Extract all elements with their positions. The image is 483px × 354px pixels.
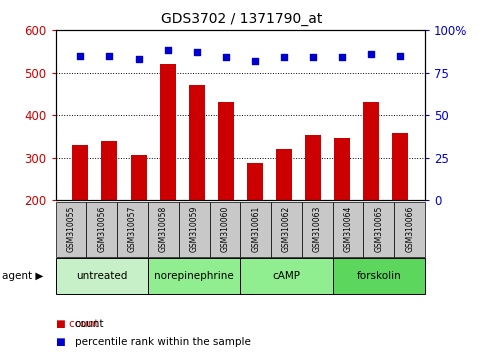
Text: cAMP: cAMP xyxy=(272,271,300,281)
Point xyxy=(309,55,317,60)
Text: GSM310062: GSM310062 xyxy=(282,206,291,252)
Text: GSM310063: GSM310063 xyxy=(313,206,322,252)
Bar xyxy=(276,149,292,285)
Point xyxy=(251,58,259,63)
Text: GSM310056: GSM310056 xyxy=(97,206,106,252)
Point xyxy=(135,56,142,62)
Text: agent ▶: agent ▶ xyxy=(2,271,44,281)
Bar xyxy=(218,102,234,285)
Bar xyxy=(247,162,263,285)
Point xyxy=(367,51,375,57)
Bar xyxy=(130,155,146,285)
Point xyxy=(193,49,200,55)
Bar xyxy=(210,202,240,257)
Point xyxy=(222,55,229,60)
Bar xyxy=(101,141,117,285)
Text: GSM310066: GSM310066 xyxy=(405,206,414,252)
Bar xyxy=(394,202,425,257)
Bar xyxy=(148,258,241,294)
Bar xyxy=(271,202,302,257)
Text: GSM310064: GSM310064 xyxy=(343,206,353,252)
Bar xyxy=(159,64,176,285)
Text: count: count xyxy=(75,319,104,329)
Bar xyxy=(333,202,364,257)
Bar xyxy=(179,202,210,257)
Point xyxy=(106,53,114,58)
Text: GSM310061: GSM310061 xyxy=(251,206,260,252)
Point xyxy=(280,55,288,60)
Bar xyxy=(333,258,425,294)
Text: percentile rank within the sample: percentile rank within the sample xyxy=(75,337,251,347)
Bar xyxy=(56,202,86,257)
Text: GSM310057: GSM310057 xyxy=(128,206,137,252)
Point xyxy=(397,53,404,58)
Text: GSM310059: GSM310059 xyxy=(190,206,199,252)
Bar xyxy=(117,202,148,257)
Text: GDS3702 / 1371790_at: GDS3702 / 1371790_at xyxy=(161,12,322,27)
Bar xyxy=(86,202,117,257)
Bar xyxy=(72,145,88,285)
Text: GSM310060: GSM310060 xyxy=(220,206,229,252)
Text: GSM310055: GSM310055 xyxy=(67,206,75,252)
Bar xyxy=(240,202,271,257)
Point xyxy=(164,48,171,53)
Text: GSM310065: GSM310065 xyxy=(374,206,384,252)
Text: GSM310058: GSM310058 xyxy=(159,206,168,252)
Bar xyxy=(363,102,379,285)
Bar xyxy=(334,138,350,285)
Bar xyxy=(302,202,333,257)
Text: untreated: untreated xyxy=(76,271,128,281)
Bar xyxy=(364,202,394,257)
Bar xyxy=(305,135,321,285)
Text: norepinephrine: norepinephrine xyxy=(154,271,234,281)
Text: ■: ■ xyxy=(56,337,65,347)
Bar xyxy=(392,133,408,285)
Text: ■ count: ■ count xyxy=(56,319,98,329)
Point xyxy=(338,55,346,60)
Text: forskolin: forskolin xyxy=(356,271,401,281)
Bar xyxy=(189,85,205,285)
Bar xyxy=(240,258,333,294)
Point xyxy=(76,53,84,58)
Bar xyxy=(148,202,179,257)
Bar xyxy=(56,258,148,294)
